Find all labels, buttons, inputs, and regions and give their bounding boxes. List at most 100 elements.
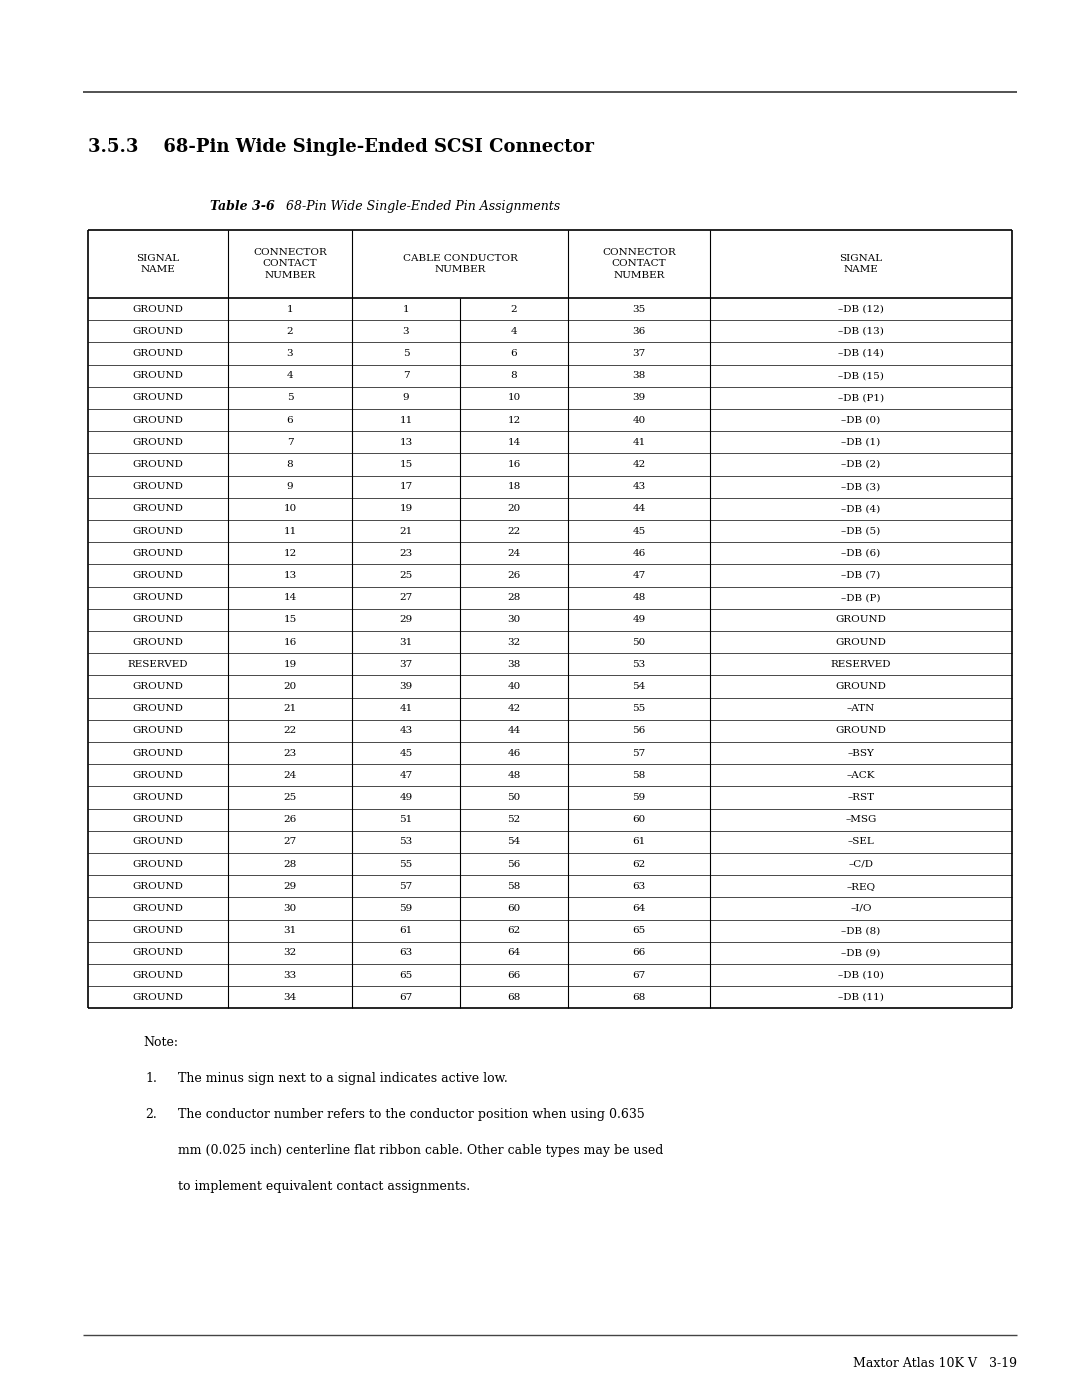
Text: RESERVED: RESERVED xyxy=(127,659,188,669)
Text: 34: 34 xyxy=(283,993,297,1002)
Text: GROUND: GROUND xyxy=(836,682,887,692)
Text: mm (0.025 inch) centerline flat ribbon cable. Other cable types may be used: mm (0.025 inch) centerline flat ribbon c… xyxy=(178,1144,663,1157)
Text: 3: 3 xyxy=(403,327,409,335)
Text: –SEL: –SEL xyxy=(848,837,875,847)
Text: CONNECTOR
CONTACT
NUMBER: CONNECTOR CONTACT NUMBER xyxy=(253,247,327,281)
Text: –DB (5): –DB (5) xyxy=(841,527,880,535)
Text: 29: 29 xyxy=(400,616,413,624)
Text: 4: 4 xyxy=(511,327,517,335)
Text: 63: 63 xyxy=(633,882,646,891)
Text: 60: 60 xyxy=(633,816,646,824)
Text: 18: 18 xyxy=(508,482,521,492)
Text: 27: 27 xyxy=(283,837,297,847)
Text: 3.5.3    68-Pin Wide Single-Ended SCSI Connector: 3.5.3 68-Pin Wide Single-Ended SCSI Conn… xyxy=(87,138,594,156)
Text: GROUND: GROUND xyxy=(133,482,184,492)
Text: 13: 13 xyxy=(400,437,413,447)
Text: 30: 30 xyxy=(283,904,297,914)
Text: 60: 60 xyxy=(508,904,521,914)
Text: 2.: 2. xyxy=(145,1108,157,1122)
Text: 31: 31 xyxy=(400,637,413,647)
Text: –BSY: –BSY xyxy=(848,749,875,757)
Text: 59: 59 xyxy=(400,904,413,914)
Text: RESERVED: RESERVED xyxy=(831,659,891,669)
Text: 39: 39 xyxy=(400,682,413,692)
Text: 15: 15 xyxy=(283,616,297,624)
Text: 50: 50 xyxy=(633,637,646,647)
Text: 54: 54 xyxy=(508,837,521,847)
Text: 23: 23 xyxy=(283,749,297,757)
Text: 47: 47 xyxy=(633,571,646,580)
Text: 42: 42 xyxy=(508,704,521,714)
Text: 50: 50 xyxy=(508,793,521,802)
Text: CABLE CONDUCTOR
NUMBER: CABLE CONDUCTOR NUMBER xyxy=(403,254,517,274)
Text: 68: 68 xyxy=(508,993,521,1002)
Text: to implement equivalent contact assignments.: to implement equivalent contact assignme… xyxy=(178,1180,470,1193)
Text: 43: 43 xyxy=(400,726,413,735)
Text: 8: 8 xyxy=(286,460,294,469)
Text: GROUND: GROUND xyxy=(133,415,184,425)
Text: 66: 66 xyxy=(633,949,646,957)
Text: –DB (P1): –DB (P1) xyxy=(838,394,885,402)
Text: 22: 22 xyxy=(283,726,297,735)
Text: –REQ: –REQ xyxy=(847,882,876,891)
Text: 67: 67 xyxy=(400,993,413,1002)
Text: GROUND: GROUND xyxy=(836,637,887,647)
Text: –DB (8): –DB (8) xyxy=(841,926,880,935)
Text: GROUND: GROUND xyxy=(133,616,184,624)
Text: –DB (1): –DB (1) xyxy=(841,437,880,447)
Text: GROUND: GROUND xyxy=(133,437,184,447)
Text: 11: 11 xyxy=(400,415,413,425)
Text: 44: 44 xyxy=(508,726,521,735)
Text: GROUND: GROUND xyxy=(133,504,184,514)
Text: –DB (3): –DB (3) xyxy=(841,482,880,492)
Text: 5: 5 xyxy=(286,394,294,402)
Text: GROUND: GROUND xyxy=(133,637,184,647)
Text: Maxtor Atlas 10K V   3-19: Maxtor Atlas 10K V 3-19 xyxy=(853,1356,1017,1370)
Text: 61: 61 xyxy=(633,837,646,847)
Text: 42: 42 xyxy=(633,460,646,469)
Text: 63: 63 xyxy=(400,949,413,957)
Text: GROUND: GROUND xyxy=(133,460,184,469)
Text: 66: 66 xyxy=(508,971,521,979)
Text: 58: 58 xyxy=(508,882,521,891)
Text: GROUND: GROUND xyxy=(133,816,184,824)
Text: GROUND: GROUND xyxy=(133,882,184,891)
Text: 55: 55 xyxy=(633,704,646,714)
Text: –DB (13): –DB (13) xyxy=(838,327,883,335)
Text: 3: 3 xyxy=(286,349,294,358)
Text: GROUND: GROUND xyxy=(133,949,184,957)
Text: GROUND: GROUND xyxy=(133,571,184,580)
Text: 21: 21 xyxy=(400,527,413,535)
Text: –DB (9): –DB (9) xyxy=(841,949,880,957)
Text: 45: 45 xyxy=(633,527,646,535)
Text: 46: 46 xyxy=(508,749,521,757)
Text: GROUND: GROUND xyxy=(133,749,184,757)
Text: 19: 19 xyxy=(400,504,413,514)
Text: 67: 67 xyxy=(633,971,646,979)
Text: 33: 33 xyxy=(283,971,297,979)
Text: 26: 26 xyxy=(283,816,297,824)
Text: 44: 44 xyxy=(633,504,646,514)
Text: –DB (P): –DB (P) xyxy=(841,594,881,602)
Text: GROUND: GROUND xyxy=(133,926,184,935)
Text: 56: 56 xyxy=(508,859,521,869)
Text: 53: 53 xyxy=(633,659,646,669)
Text: 21: 21 xyxy=(283,704,297,714)
Text: 17: 17 xyxy=(400,482,413,492)
Text: 2: 2 xyxy=(511,305,517,313)
Text: 54: 54 xyxy=(633,682,646,692)
Text: –DB (15): –DB (15) xyxy=(838,372,883,380)
Text: 20: 20 xyxy=(508,504,521,514)
Text: GROUND: GROUND xyxy=(836,726,887,735)
Text: 49: 49 xyxy=(400,793,413,802)
Text: SIGNAL
NAME: SIGNAL NAME xyxy=(839,254,882,274)
Text: 30: 30 xyxy=(508,616,521,624)
Text: 20: 20 xyxy=(283,682,297,692)
Text: 39: 39 xyxy=(633,394,646,402)
Text: 65: 65 xyxy=(633,926,646,935)
Text: 65: 65 xyxy=(400,971,413,979)
Text: GROUND: GROUND xyxy=(133,327,184,335)
Text: 12: 12 xyxy=(508,415,521,425)
Text: 1: 1 xyxy=(403,305,409,313)
Text: –DB (7): –DB (7) xyxy=(841,571,880,580)
